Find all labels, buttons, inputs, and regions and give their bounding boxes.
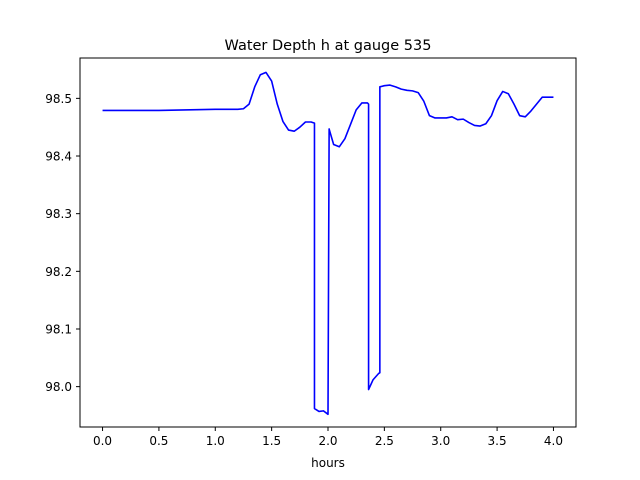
- y-tick-label: 98.1: [45, 322, 72, 336]
- x-tick-label: 0.5: [149, 434, 168, 448]
- x-tick-label: 3.0: [431, 434, 450, 448]
- y-tick-label: 98.4: [45, 150, 72, 164]
- y-tick-label: 98.2: [45, 265, 72, 279]
- x-tick-label: 4.0: [544, 434, 563, 448]
- y-tick-label: 98.3: [45, 207, 72, 221]
- y-axis: 98.0 98.1 98.2 98.3 98.4 98.5: [45, 92, 80, 394]
- x-axis-label: hours: [311, 456, 345, 470]
- chart-title: Water Depth h at gauge 535: [225, 38, 432, 54]
- y-tick-label: 98.0: [45, 380, 72, 394]
- x-tick-label: 3.5: [488, 434, 507, 448]
- x-tick-label: 2.0: [318, 434, 337, 448]
- plot-area: [102, 71, 554, 416]
- y-tick-label: 98.5: [45, 92, 72, 106]
- x-tick-label: 1.0: [206, 434, 225, 448]
- series-line-0: [102, 71, 554, 416]
- x-tick-label: 0.0: [93, 434, 112, 448]
- plot-frame: [79, 57, 577, 428]
- x-tick-label: 1.5: [262, 434, 281, 448]
- x-tick-label: 2.5: [375, 434, 394, 448]
- x-axis: 0.0 0.5 1.0 1.5 2.0 2.5 3.0 3.5 4.0: [93, 427, 563, 448]
